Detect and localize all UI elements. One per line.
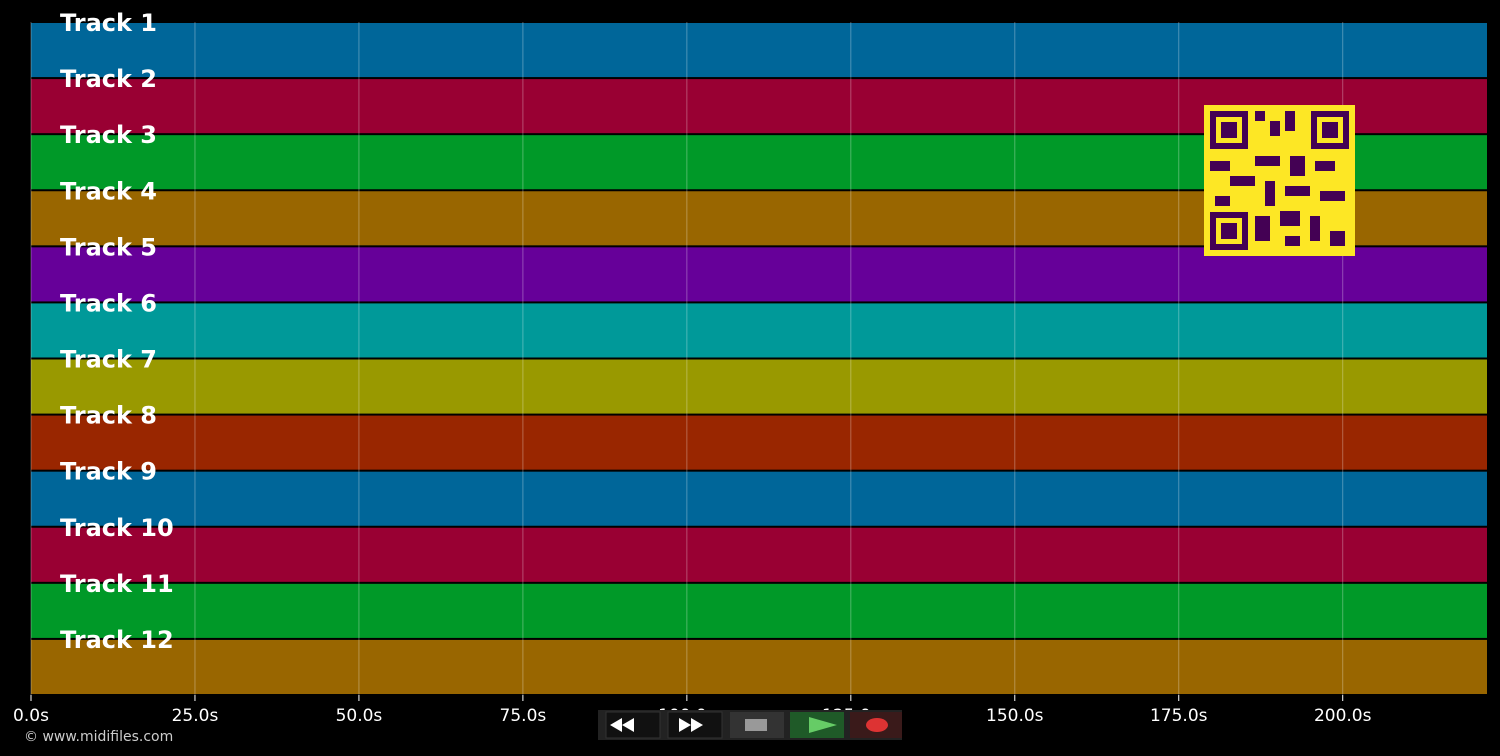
track-lane [31, 471, 1487, 526]
track-label: Track 1 [60, 9, 157, 37]
track-label: Track 6 [60, 289, 157, 317]
fast-forward-button[interactable] [667, 711, 723, 739]
track-lane [31, 639, 1487, 694]
stop-button[interactable] [730, 712, 784, 738]
track-label: Track 11 [60, 570, 174, 598]
track-lane [31, 303, 1487, 358]
track-label: Track 4 [60, 177, 157, 205]
tick-label: 200.0s [1314, 706, 1372, 726]
track-label: Track 10 [60, 514, 174, 542]
tick-label: 0.0s [13, 706, 49, 726]
qr-code [1204, 105, 1355, 256]
track-label: Track 8 [60, 402, 157, 430]
copyright: © www.midifiles.com [24, 729, 173, 745]
track-lane [31, 23, 1487, 78]
track-label: Track 3 [60, 121, 157, 149]
track-label: Track 2 [60, 65, 157, 93]
tick-label: 175.0s [1150, 706, 1208, 726]
track-lane [31, 527, 1487, 582]
track-lane [31, 415, 1487, 470]
track-label: Track 9 [60, 458, 157, 486]
tick-label: 25.0s [172, 706, 219, 726]
rewind-button[interactable] [605, 711, 661, 739]
track-label: Track 5 [60, 233, 157, 261]
play-button[interactable] [790, 712, 844, 738]
grid [30, 22, 1344, 695]
track-labels: Track 1 Track 2 Track 3 Track 4 Track 5 Track… [60, 9, 174, 654]
record-button[interactable] [850, 712, 902, 738]
track-lane [31, 583, 1487, 638]
track-label: Track 12 [60, 626, 174, 654]
track-lane [31, 247, 1487, 302]
track-lane [31, 359, 1487, 414]
tick-label: 50.0s [336, 706, 383, 726]
track-label: Track 7 [60, 346, 157, 374]
transport-controls [598, 710, 902, 740]
tick-label: 75.0s [500, 706, 547, 726]
tick-label: 150.0s [986, 706, 1044, 726]
